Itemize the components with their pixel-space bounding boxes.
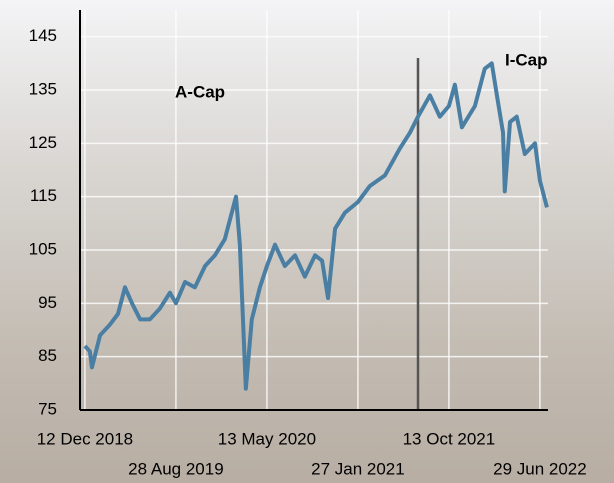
y-tick-label: 75 bbox=[38, 399, 57, 418]
y-tick-label: 125 bbox=[29, 133, 57, 152]
x-tick-label: 28 Aug 2019 bbox=[128, 459, 223, 478]
chart: 75 85 95 105 115 125 135 145 12 Dec 2018 28 Aug 2… bbox=[0, 0, 614, 483]
x-tick-label: 12 Dec 2018 bbox=[37, 429, 133, 448]
annotation: I-Cap bbox=[505, 50, 548, 69]
x-tick-label: 13 May 2020 bbox=[218, 429, 316, 448]
y-tick-label: 85 bbox=[38, 346, 57, 365]
y-tick-label: 115 bbox=[30, 186, 57, 205]
y-tick-label: 145 bbox=[29, 26, 57, 45]
annotation: A-Cap bbox=[175, 82, 225, 101]
y-tick-label: 105 bbox=[29, 239, 57, 258]
x-tick-label: 13 Oct 2021 bbox=[403, 429, 496, 448]
x-tick-label: 27 Jan 2021 bbox=[311, 459, 405, 478]
x-tick-label: 29 Jun 2022 bbox=[493, 459, 587, 478]
y-tick-label: 135 bbox=[29, 79, 57, 98]
y-tick-label: 95 bbox=[38, 293, 57, 312]
